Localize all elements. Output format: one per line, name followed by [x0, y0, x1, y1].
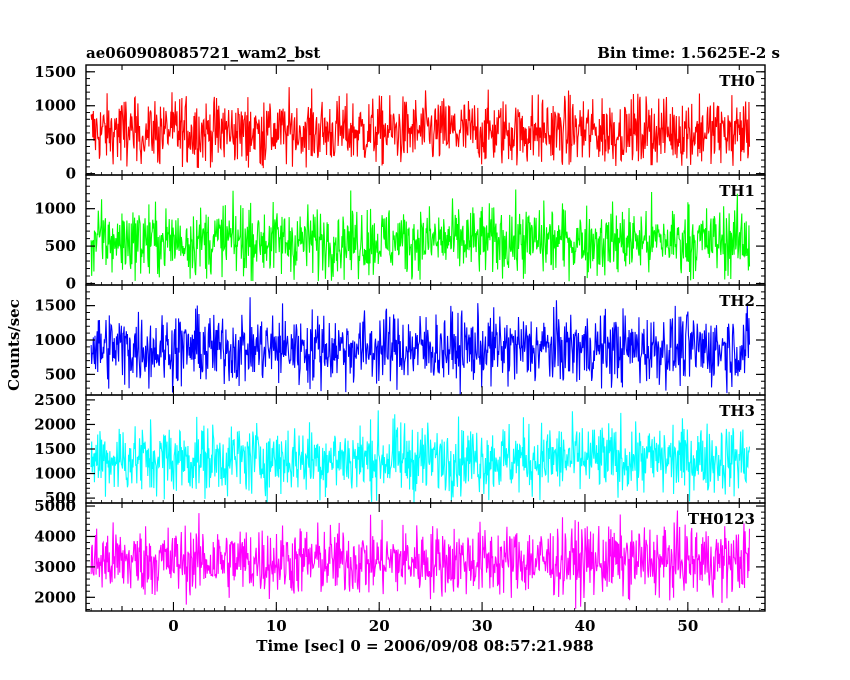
- series-th0: [90, 87, 751, 169]
- series-th3: [90, 410, 751, 503]
- x-axis-label: Time [sec] 0 = 2006/09/08 08:57:21.988: [256, 637, 594, 655]
- x-tick-label: 40: [575, 617, 596, 635]
- y-axis-label: Counts/sec: [5, 299, 23, 391]
- x-tick-label: 10: [266, 617, 287, 635]
- y-tick-label: 1000: [34, 331, 76, 349]
- y-tick-label: 3000: [34, 558, 76, 576]
- panel-label-th3: TH3: [719, 402, 755, 420]
- panel-label-th1: TH1: [719, 182, 755, 200]
- y-tick-label: 500: [45, 365, 76, 383]
- panel-label-th0: TH0: [719, 72, 755, 90]
- chart-title: ae060908085721_wam2_bst: [86, 44, 321, 62]
- y-tick-label: 1500: [34, 63, 76, 81]
- panel-label-th0123: TH0123: [688, 510, 755, 528]
- series-th1: [90, 189, 751, 282]
- y-tick-label: 1000: [34, 465, 76, 483]
- x-tick-label: 20: [369, 617, 390, 635]
- y-tick-label: 0: [66, 275, 76, 293]
- series-th0123: [90, 510, 751, 609]
- y-tick-label: 2000: [34, 588, 76, 606]
- y-tick-label: 1000: [34, 97, 76, 115]
- y-tick-label: 4000: [34, 527, 76, 545]
- panel-label-th2: TH2: [719, 292, 755, 310]
- y-tick-label: 1500: [34, 440, 76, 458]
- x-tick-label: 0: [168, 617, 178, 635]
- bin-time-label: Bin time: 1.5625E-2 s: [597, 44, 780, 62]
- y-tick-label: 5000: [34, 497, 76, 515]
- y-tick-label: 2000: [34, 415, 76, 433]
- y-tick-label: 2500: [34, 391, 76, 409]
- y-tick-label: 0: [66, 165, 76, 183]
- y-tick-label: 1000: [34, 200, 76, 218]
- y-tick-label: 500: [45, 237, 76, 255]
- y-tick-label: 500: [45, 489, 76, 507]
- panel-frame-th0123: [85, 502, 766, 612]
- x-tick-label: 50: [677, 617, 698, 635]
- series-th2: [90, 297, 751, 395]
- x-tick-label: 30: [472, 617, 493, 635]
- y-tick-label: 500: [45, 131, 76, 149]
- y-tick-label: 1500: [34, 297, 76, 315]
